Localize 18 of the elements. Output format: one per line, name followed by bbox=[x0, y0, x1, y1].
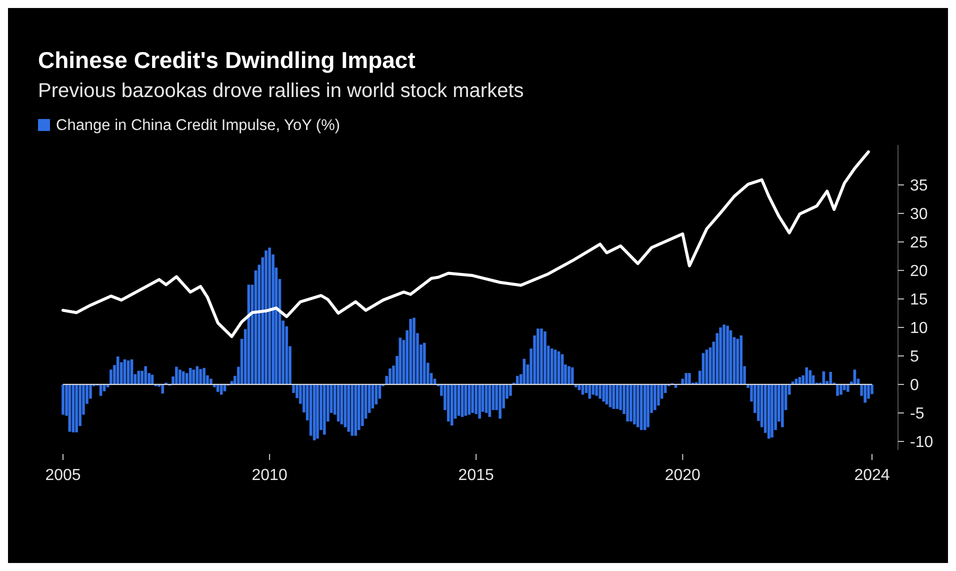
y-tick-label: 25 bbox=[910, 234, 928, 252]
x-tick-label: 2024 bbox=[854, 467, 890, 484]
y-tick-label: -10 bbox=[910, 434, 934, 452]
y-tick-label: -5 bbox=[910, 406, 924, 423]
chart-subtitle: Previous bazookas drove rallies in world stock markets bbox=[38, 80, 524, 102]
y-tick-label: 30 bbox=[910, 206, 928, 224]
y-tick-label: 5 bbox=[910, 348, 919, 366]
y-tick-label: 15 bbox=[910, 292, 928, 309]
y-tick-label: 10 bbox=[910, 320, 928, 338]
legend-label: Change in China Credit Impulse, YoY (%) bbox=[56, 117, 340, 134]
x-tick-label: 2020 bbox=[664, 467, 701, 484]
x-tick-label: 2005 bbox=[45, 467, 81, 484]
x-tick-label: 2010 bbox=[252, 467, 288, 484]
chart-title: Chinese Credit's Dwindling Impact bbox=[38, 47, 416, 73]
y-tick-label: 35 bbox=[910, 178, 928, 195]
x-tick-label: 2015 bbox=[458, 467, 494, 484]
y-tick-label: 20 bbox=[910, 263, 928, 280]
y-tick-label: 0 bbox=[910, 377, 919, 394]
